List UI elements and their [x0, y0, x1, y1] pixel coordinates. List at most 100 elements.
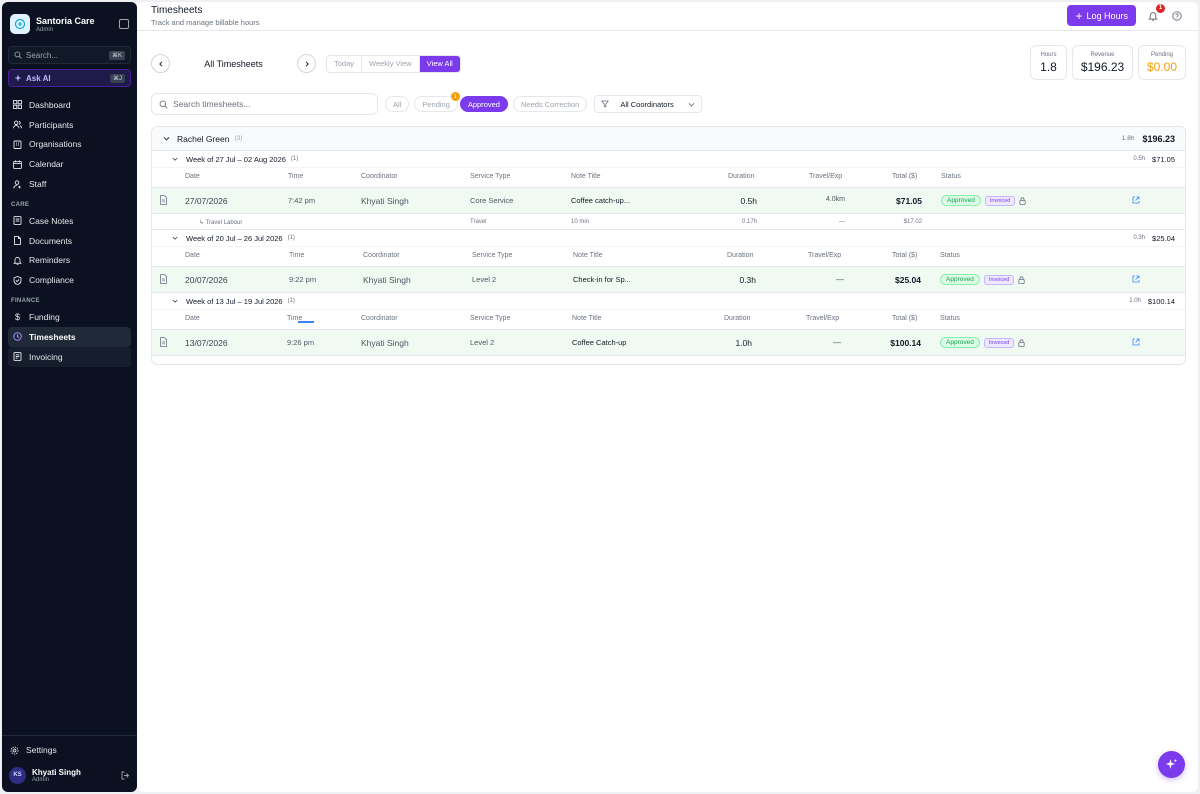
col-note-title[interactable]: Note Title [573, 252, 603, 259]
logout-icon[interactable] [121, 771, 130, 780]
sidebar-search[interactable]: Search... ⌘K [8, 46, 131, 64]
view-today-button[interactable]: Today [327, 55, 363, 72]
entry-note-title[interactable]: Check-in for Sp... [573, 275, 631, 284]
document-icon [159, 195, 168, 207]
col-travel[interactable]: Travel/Exp [808, 252, 842, 259]
filter-pending-chip[interactable]: Pending 1 [414, 92, 460, 112]
filter-needs-correction-chip[interactable]: Needs Correction [512, 96, 588, 112]
sidebar-nav: Dashboard Participants Organisations Cal… [2, 95, 137, 367]
entry-status: Approved Invoiced [940, 337, 1025, 348]
view-all-button[interactable]: View All [419, 55, 460, 72]
col-note-title[interactable]: Note Title [571, 173, 601, 180]
sidebar-item-organisations[interactable]: Organisations [8, 135, 131, 155]
ai-assistant-button[interactable] [1158, 751, 1185, 778]
entry-service-type: Level 2 [472, 275, 497, 284]
entry-time: 7:42 pm [288, 196, 316, 205]
search-shortcut: ⌘K [108, 50, 125, 60]
chevron-down-icon [688, 102, 695, 107]
sidebar-item-invoicing[interactable]: Invoicing [8, 346, 131, 367]
entry-date: 20/07/2026 [185, 275, 228, 285]
external-link-icon[interactable] [1132, 196, 1140, 206]
chevron-down-icon[interactable] [162, 135, 170, 143]
chevron-down-icon[interactable] [171, 234, 179, 242]
external-link-icon[interactable] [1132, 275, 1140, 285]
week-hours: 0.3h [1133, 235, 1146, 241]
sidebar-item-dashboard[interactable]: Dashboard [8, 95, 131, 115]
col-note-title[interactable]: Note Title [572, 315, 602, 322]
col-time[interactable]: Time [288, 173, 304, 180]
sidebar-item-calendar[interactable]: Calendar [8, 154, 131, 174]
col-time[interactable]: Time [287, 315, 303, 322]
staff-icon [13, 179, 22, 189]
notifications-button[interactable]: 1 [1146, 3, 1165, 23]
sidebar-item-label: Calendar [29, 159, 64, 170]
sidebar-item-staff[interactable]: Staff [8, 174, 131, 194]
col-service-type[interactable]: Service Type [470, 315, 511, 322]
table-row[interactable]: 20/07/2026 9:22 pm Khyati Singh Level 2 … [152, 266, 1185, 293]
help-button[interactable] [1170, 9, 1184, 23]
search-input[interactable]: Search timesheets... [151, 93, 378, 115]
sidebar-item-compliance[interactable]: Compliance [8, 270, 131, 290]
table-row[interactable]: 13/07/2026 9:26 pm Khyati Singh Level 2 … [152, 329, 1185, 356]
invoice-badge: Invoiced [983, 274, 1015, 285]
col-service-type[interactable]: Service Type [472, 252, 513, 259]
week-header[interactable]: Week of 20 Jul – 26 Jul 2026 (1) 0.3h $2… [152, 230, 1185, 247]
sidebar-item-reminders[interactable]: Reminders [8, 251, 131, 271]
filter-pending-label: Pending [422, 99, 450, 109]
view-weekly-button[interactable]: Weekly View [362, 55, 420, 72]
col-duration[interactable]: Duration [727, 252, 754, 259]
user-profile[interactable]: KS Khyati Singh Admin [2, 761, 137, 789]
col-status[interactable]: Status [940, 252, 960, 259]
week-header[interactable]: Week of 27 Jul – 02 Aug 2026 (1) 0.5h $7… [152, 151, 1185, 168]
sidebar-item-participants[interactable]: Participants [8, 115, 131, 135]
sidebar-item-case-notes[interactable]: Case Notes [8, 211, 131, 231]
col-time[interactable]: Time [289, 252, 305, 259]
sidebar-collapse-icon[interactable] [119, 19, 129, 29]
col-date[interactable]: Date [185, 252, 200, 259]
sidebar-item-timesheets[interactable]: Timesheets [8, 326, 131, 347]
sidebar-item-label: Participants [29, 119, 74, 130]
sidebar-item-settings[interactable]: Settings [2, 739, 137, 761]
filter-approved-chip[interactable]: Approved [459, 96, 508, 112]
brand-name: Santoria Care [36, 15, 95, 26]
col-travel[interactable]: Travel/Exp [809, 173, 843, 180]
stat-hours: Hours 1.8 [1030, 45, 1067, 80]
sub-row-total: $17.02 [903, 219, 922, 225]
col-duration[interactable]: Duration [728, 173, 755, 180]
participant-group-header[interactable]: Rachel Green (3) 1.8h $196.23 [152, 127, 1185, 151]
col-total[interactable]: Total ($) [892, 315, 918, 322]
entry-note-title[interactable]: Coffee Catch-up [572, 338, 627, 347]
entry-note-title[interactable]: Coffee catch-up... [571, 196, 631, 205]
lock-icon [1018, 338, 1025, 347]
chevron-down-icon[interactable] [171, 155, 179, 163]
col-travel[interactable]: Travel/Exp [806, 315, 840, 322]
col-status[interactable]: Status [940, 315, 960, 322]
prev-period-button[interactable] [151, 54, 170, 73]
filter-all-chip[interactable]: All [385, 96, 410, 112]
col-coordinator[interactable]: Coordinator [361, 315, 398, 322]
sidebar-item-label: Compliance [29, 275, 74, 286]
document-icon [13, 236, 22, 246]
chevron-down-icon[interactable] [171, 297, 179, 305]
col-service-type[interactable]: Service Type [470, 173, 511, 180]
current-view-label: All Timesheets [204, 58, 263, 69]
col-coordinator[interactable]: Coordinator [361, 173, 398, 180]
col-coordinator[interactable]: Coordinator [363, 252, 400, 259]
gear-icon [10, 746, 19, 755]
sidebar-item-funding[interactable]: $ Funding [8, 307, 131, 327]
col-status[interactable]: Status [941, 173, 961, 180]
external-link-icon[interactable] [1132, 338, 1140, 348]
col-date[interactable]: Date [185, 173, 200, 180]
sub-row-note: 10 min [571, 219, 590, 225]
col-total[interactable]: Total ($) [892, 173, 918, 180]
log-hours-button[interactable]: + Log Hours [1067, 5, 1136, 26]
week-header[interactable]: Week of 13 Jul – 19 Jul 2026 (1) 1.0h $1… [152, 293, 1185, 310]
coordinator-select[interactable]: All Coordinators [594, 95, 702, 113]
table-row[interactable]: 27/07/2026 7:42 pm Khyati Singh Core Ser… [152, 187, 1185, 214]
col-duration[interactable]: Duration [724, 315, 751, 322]
next-period-button[interactable] [297, 54, 316, 73]
sidebar-item-documents[interactable]: Documents [8, 231, 131, 251]
col-date[interactable]: Date [185, 315, 200, 322]
ask-ai-button[interactable]: Ask AI ⌘J [8, 69, 131, 87]
col-total[interactable]: Total ($) [892, 252, 918, 259]
